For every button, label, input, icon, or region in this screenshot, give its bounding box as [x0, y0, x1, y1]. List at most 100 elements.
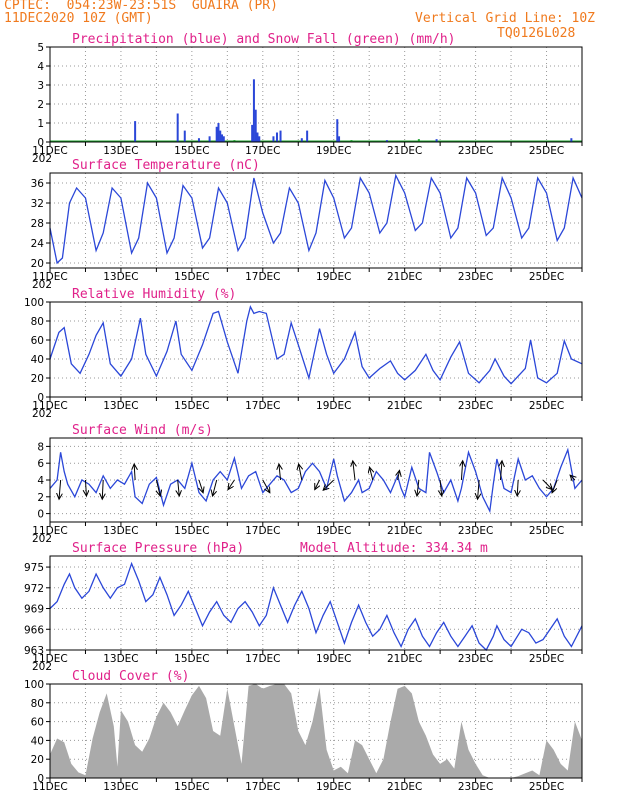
precip-bar	[183, 130, 186, 142]
precip-bar	[254, 109, 257, 142]
precip-bar	[222, 136, 225, 142]
humidity-xtick-label: 25DEC	[529, 400, 564, 412]
precipitation-year-label: 202	[32, 153, 52, 165]
humidity-ytick-label: 40	[31, 354, 44, 366]
precipitation-ytick-label: 1	[37, 118, 44, 130]
wind-vector	[323, 479, 335, 490]
cloud-cover-xtick-label: 23DEC	[458, 781, 493, 793]
humidity-year-label: 202	[32, 408, 52, 420]
wind-vector	[398, 470, 400, 481]
pressure-xtick-label: 25DEC	[529, 653, 564, 665]
pressure-xtick-label: 19DEC	[316, 653, 351, 665]
temperature-xtick-label: 15DEC	[174, 271, 209, 283]
precipitation-xtick-label: 23DEC	[458, 145, 493, 157]
precip-bar	[336, 119, 339, 142]
temperature-year-label: 202	[32, 279, 52, 291]
wind-xtick-label: 19DEC	[316, 525, 351, 537]
precip-bar	[275, 132, 278, 142]
wind-vector	[417, 479, 419, 496]
snow-bar	[350, 140, 353, 142]
header-grid-note: Vertical Grid Line: 10Z	[415, 11, 596, 26]
temperature-xtick-label: 17DEC	[245, 271, 280, 283]
wind-xtick-label: 11DEC	[32, 525, 67, 537]
wind-vector	[461, 461, 462, 481]
precip-bar	[215, 126, 218, 142]
wind-xtick-label: 25DEC	[529, 525, 564, 537]
wind-ytick-label: 6	[37, 458, 44, 470]
pressure-xtick-label: 11DEC	[32, 653, 67, 665]
cloud-cover-xtick-label: 21DEC	[387, 781, 422, 793]
cloud-cover-ytick-label: 80	[31, 698, 44, 710]
wind-vector	[440, 479, 442, 496]
precip-bar	[221, 134, 224, 142]
wind-xtick-label: 15DEC	[174, 525, 209, 537]
cloud-cover-area	[50, 684, 582, 778]
temperature-ytick-label: 20	[31, 258, 44, 270]
wind-vector	[552, 479, 558, 493]
precip-bar	[251, 124, 254, 142]
humidity-ytick-label: 80	[31, 316, 44, 328]
wind-vector	[299, 464, 302, 481]
precip-bar	[279, 130, 282, 142]
pressure-xtick-label: 17DEC	[245, 653, 280, 665]
precipitation-ytick-label: 5	[37, 42, 44, 54]
cloud-cover-xtick-label: 25DEC	[529, 781, 564, 793]
humidity-xtick-label: 21DEC	[387, 400, 422, 412]
precipitation-title: Precipitation (blue) and Snow Fall (gree…	[72, 32, 456, 47]
pressure-ytick-label: 963	[24, 645, 44, 657]
precip-bar	[385, 140, 388, 142]
wind-vector	[85, 479, 86, 496]
wind-xtick-label: 23DEC	[458, 525, 493, 537]
wind-vector	[542, 479, 552, 490]
cloud-cover-ytick-label: 0	[37, 773, 44, 785]
wind-vector	[478, 479, 480, 499]
pressure-frame	[49, 555, 583, 651]
precip-bar	[306, 130, 309, 142]
wind-vector	[213, 479, 218, 496]
pressure-ytick-label: 972	[24, 583, 44, 595]
cloud-cover-ytick-label: 40	[31, 735, 44, 747]
precipitation-xtick-label: 11DEC	[32, 145, 67, 157]
humidity-series-line	[49, 305, 583, 385]
header-station: CPTEC: 054:23W-23:51S GUAIRA (PR)	[4, 0, 278, 13]
precipitation-xtick-label: 21DEC	[387, 145, 422, 157]
pressure-xtick-label: 21DEC	[387, 653, 422, 665]
precipitation-ytick-label: 0	[37, 137, 44, 149]
wind-vector	[353, 461, 355, 481]
precip-bar	[258, 136, 261, 142]
precip-bar	[256, 132, 259, 142]
wind-ytick-label: 0	[37, 509, 44, 521]
wind-vector	[500, 461, 502, 481]
temperature-series-line	[49, 173, 583, 265]
wind-ytick-label: 8	[37, 441, 44, 453]
snow-bar	[233, 140, 236, 142]
wind-xtick-label: 17DEC	[245, 525, 280, 537]
cloud-cover-xtick-label: 15DEC	[174, 781, 209, 793]
pressure-year-label: 202	[32, 661, 52, 673]
precipitation-xtick-label: 15DEC	[174, 145, 209, 157]
precipitation-ytick-label: 2	[37, 99, 44, 111]
precip-bar	[300, 138, 303, 142]
wind-vector	[134, 464, 135, 481]
precipitation-ytick-label: 3	[37, 80, 44, 92]
temperature-xtick-label: 19DEC	[316, 271, 351, 283]
wind-vector	[199, 479, 203, 493]
wind-vector	[370, 467, 373, 481]
humidity-ytick-label: 100	[24, 297, 44, 309]
humidity-xtick-label: 17DEC	[245, 400, 280, 412]
humidity-xtick-label: 11DEC	[32, 400, 67, 412]
wind-year-label: 202	[32, 533, 52, 545]
wind-xtick-label: 13DEC	[103, 525, 138, 537]
precip-bar	[252, 79, 255, 142]
wind-vector	[315, 479, 320, 490]
precip-bar	[272, 136, 275, 142]
cloud-cover-xtick-label: 13DEC	[103, 781, 138, 793]
humidity-title: Relative Humidity (%)	[72, 287, 236, 302]
wind-ytick-label: 2	[37, 492, 44, 504]
pressure-xtick-label: 13DEC	[103, 653, 138, 665]
wind-vector	[570, 475, 575, 480]
temperature-ytick-label: 36	[31, 178, 45, 190]
wind-vector	[156, 479, 160, 496]
pressure-series-line	[49, 561, 583, 652]
humidity-xtick-label: 19DEC	[316, 400, 351, 412]
